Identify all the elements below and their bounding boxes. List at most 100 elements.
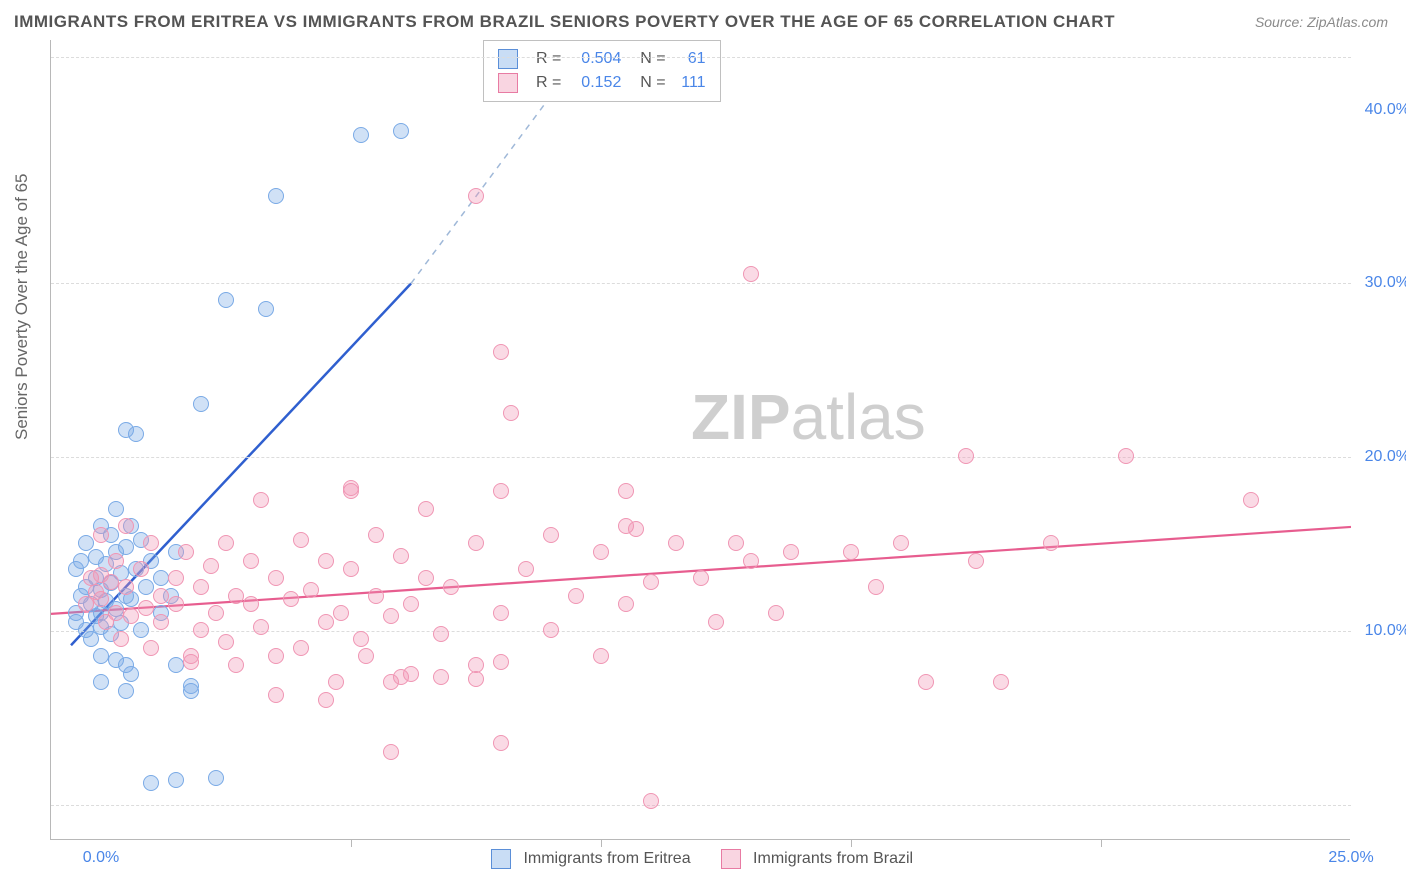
scatter-point-brazil	[743, 266, 759, 282]
y-tick-label: 20.0%	[1354, 448, 1406, 466]
scatter-point-brazil	[253, 492, 269, 508]
scatter-point-brazil	[318, 692, 334, 708]
gridline	[51, 283, 1351, 284]
scatter-point-brazil	[383, 608, 399, 624]
gridline	[51, 57, 1351, 58]
scatter-point-brazil	[993, 674, 1009, 690]
scatter-point-brazil	[143, 535, 159, 551]
stats-row-eritrea: R = 0.504 N = 61	[498, 47, 706, 71]
x-tick	[601, 839, 602, 847]
scatter-point-eritrea	[258, 301, 274, 317]
scatter-point-eritrea	[393, 123, 409, 139]
scatter-point-brazil	[643, 574, 659, 590]
scatter-point-brazil	[178, 544, 194, 560]
scatter-point-brazil	[393, 548, 409, 564]
scatter-point-brazil	[383, 744, 399, 760]
scatter-point-brazil	[743, 553, 759, 569]
scatter-point-brazil	[143, 640, 159, 656]
scatter-point-brazil	[618, 483, 634, 499]
scatter-point-eritrea	[118, 539, 134, 555]
scatter-point-brazil	[353, 631, 369, 647]
x-tick-label: 0.0%	[83, 849, 119, 867]
scatter-point-brazil	[218, 634, 234, 650]
scatter-point-brazil	[123, 608, 139, 624]
scatter-point-brazil	[153, 588, 169, 604]
x-tick	[1101, 839, 1102, 847]
scatter-point-brazil	[493, 654, 509, 670]
scatter-point-brazil	[1243, 492, 1259, 508]
scatter-point-brazil	[108, 553, 124, 569]
scatter-point-brazil	[243, 596, 259, 612]
swatch-eritrea-icon	[498, 49, 518, 69]
scatter-point-brazil	[518, 561, 534, 577]
scatter-point-eritrea	[118, 683, 134, 699]
scatter-point-brazil	[133, 561, 149, 577]
scatter-point-brazil	[403, 596, 419, 612]
swatch-eritrea-icon	[491, 849, 511, 869]
scatter-point-eritrea	[78, 535, 94, 551]
scatter-point-eritrea	[208, 770, 224, 786]
scatter-point-eritrea	[153, 570, 169, 586]
scatter-point-brazil	[503, 405, 519, 421]
scatter-point-eritrea	[128, 426, 144, 442]
x-tick	[351, 839, 352, 847]
scatter-point-eritrea	[168, 772, 184, 788]
n-value-eritrea: 61	[676, 47, 706, 71]
scatter-point-eritrea	[108, 652, 124, 668]
scatter-point-brazil	[543, 527, 559, 543]
scatter-point-brazil	[343, 561, 359, 577]
scatter-point-brazil	[333, 605, 349, 621]
scatter-point-brazil	[228, 657, 244, 673]
scatter-point-brazil	[303, 582, 319, 598]
scatter-point-brazil	[768, 605, 784, 621]
scatter-point-brazil	[783, 544, 799, 560]
x-tick-label: 25.0%	[1328, 849, 1373, 867]
scatter-point-eritrea	[183, 678, 199, 694]
n-label: N =	[631, 71, 665, 95]
scatter-point-brazil	[628, 521, 644, 537]
scatter-point-brazil	[118, 518, 134, 534]
scatter-point-eritrea	[218, 292, 234, 308]
scatter-point-brazil	[968, 553, 984, 569]
scatter-point-brazil	[543, 622, 559, 638]
source-label: Source: ZipAtlas.com	[1255, 14, 1388, 30]
scatter-point-brazil	[468, 188, 484, 204]
scatter-point-brazil	[468, 671, 484, 687]
scatter-point-brazil	[93, 591, 109, 607]
legend-label-eritrea: Immigrants from Eritrea	[523, 850, 690, 867]
r-value-brazil: 0.152	[571, 71, 621, 95]
scatter-point-eritrea	[193, 396, 209, 412]
scatter-point-eritrea	[93, 674, 109, 690]
r-value-eritrea: 0.504	[571, 47, 621, 71]
scatter-point-brazil	[153, 614, 169, 630]
scatter-point-brazil	[493, 344, 509, 360]
scatter-point-brazil	[108, 605, 124, 621]
y-tick-label: 10.0%	[1354, 622, 1406, 640]
watermark: ZIPatlas	[691, 380, 926, 454]
scatter-point-brazil	[493, 605, 509, 621]
scatter-point-brazil	[468, 535, 484, 551]
scatter-point-eritrea	[268, 188, 284, 204]
plot-area: ZIPatlas R = 0.504 N = 61 R = 0.152 N = …	[50, 40, 1350, 840]
scatter-point-brazil	[418, 501, 434, 517]
swatch-brazil-icon	[498, 73, 518, 93]
scatter-point-brazil	[433, 626, 449, 642]
scatter-point-brazil	[328, 674, 344, 690]
scatter-point-eritrea	[143, 775, 159, 791]
scatter-point-brazil	[958, 448, 974, 464]
scatter-point-brazil	[1043, 535, 1059, 551]
scatter-point-brazil	[368, 527, 384, 543]
scatter-point-eritrea	[133, 622, 149, 638]
scatter-point-brazil	[138, 600, 154, 616]
scatter-point-brazil	[693, 570, 709, 586]
scatter-point-brazil	[168, 596, 184, 612]
scatter-point-eritrea	[123, 666, 139, 682]
scatter-point-brazil	[493, 483, 509, 499]
scatter-point-brazil	[218, 535, 234, 551]
scatter-point-brazil	[843, 544, 859, 560]
scatter-point-brazil	[183, 648, 199, 664]
scatter-point-brazil	[268, 570, 284, 586]
scatter-point-brazil	[208, 605, 224, 621]
scatter-point-brazil	[293, 640, 309, 656]
scatter-point-brazil	[1118, 448, 1134, 464]
